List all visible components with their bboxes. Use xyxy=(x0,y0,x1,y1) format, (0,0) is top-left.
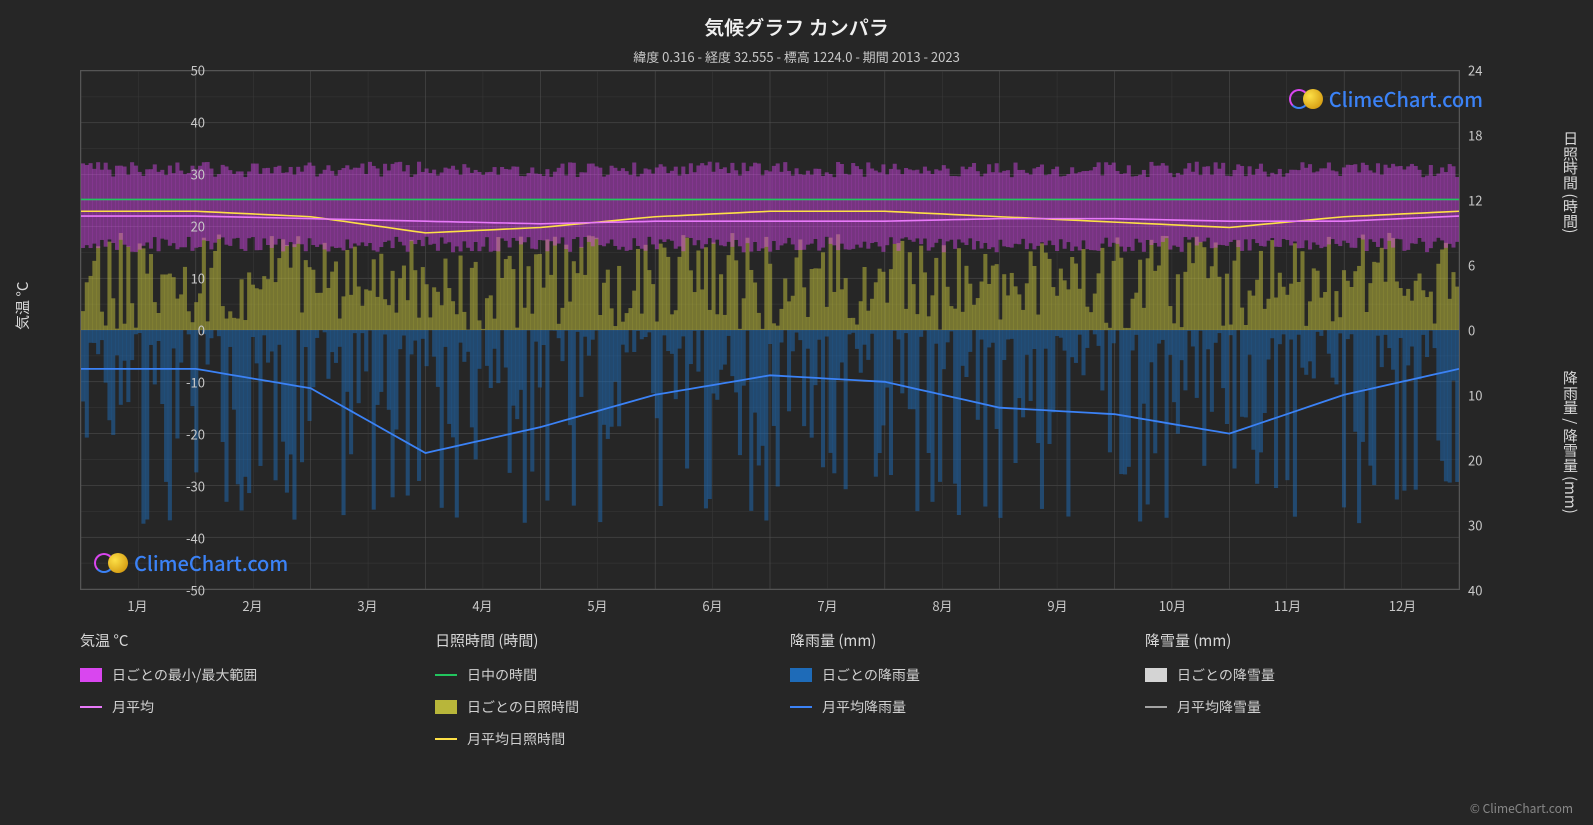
legend-item: 月平均降雪量 xyxy=(1145,697,1460,717)
x-tick-month: 12月 xyxy=(1389,596,1416,615)
legend-label: 日ごとの日照時間 xyxy=(467,697,579,717)
legend-swatch xyxy=(790,706,812,708)
plot-area xyxy=(80,70,1460,590)
legend-swatch xyxy=(1145,668,1167,682)
legend-item: 月平均降雨量 xyxy=(790,697,1105,717)
y-tick-right: 0 xyxy=(1468,321,1508,340)
x-tick-month: 6月 xyxy=(702,596,722,615)
x-tick-month: 2月 xyxy=(242,596,262,615)
legend-label: 日ごとの最小/最大範囲 xyxy=(112,665,257,685)
y-tick-left: 10 xyxy=(165,269,205,288)
y-tick-right: 12 xyxy=(1468,191,1508,210)
legend-item: 日ごとの最小/最大範囲 xyxy=(80,665,395,685)
y-tick-left: 0 xyxy=(165,321,205,340)
legend: 気温 °C 日ごとの最小/最大範囲月平均 日照時間 (時間) 日中の時間日ごとの… xyxy=(80,630,1460,761)
legend-title: 降雪量 (mm) xyxy=(1145,630,1460,651)
y-tick-left: 40 xyxy=(165,113,205,132)
y-axis-right-label-bottom: 降雨量 / 降雪量 (mm) xyxy=(1560,370,1581,514)
y-tick-left: -40 xyxy=(165,529,205,548)
legend-swatch xyxy=(435,674,457,676)
legend-col-snow: 降雪量 (mm) 日ごとの降雪量月平均降雪量 xyxy=(1145,630,1460,761)
y-tick-left: 50 xyxy=(165,61,205,80)
legend-swatch xyxy=(80,706,102,708)
y-tick-right: 20 xyxy=(1468,451,1508,470)
watermark-bottom-left: ClimeChart.com xyxy=(94,548,288,577)
watermark-top-right: ClimeChart.com xyxy=(1289,84,1483,113)
legend-item: 日ごとの降雨量 xyxy=(790,665,1105,685)
legend-label: 月平均降雪量 xyxy=(1177,697,1261,717)
climechart-logo-icon xyxy=(94,551,128,575)
x-tick-month: 7月 xyxy=(817,596,837,615)
y-axis-right-label-top: 日照時間 (時間) xyxy=(1560,130,1581,234)
y-tick-left: 30 xyxy=(165,165,205,184)
legend-label: 月平均降雨量 xyxy=(822,697,906,717)
x-tick-month: 3月 xyxy=(357,596,377,615)
x-tick-month: 8月 xyxy=(932,596,952,615)
watermark-text: ClimeChart.com xyxy=(134,548,288,577)
y-tick-right: 24 xyxy=(1468,61,1508,80)
legend-col-temperature: 気温 °C 日ごとの最小/最大範囲月平均 xyxy=(80,630,395,761)
y-tick-left: -50 xyxy=(165,581,205,600)
legend-item: 月平均日照時間 xyxy=(435,729,750,749)
legend-col-daylight: 日照時間 (時間) 日中の時間日ごとの日照時間月平均日照時間 xyxy=(435,630,750,761)
legend-swatch xyxy=(790,668,812,682)
x-tick-month: 5月 xyxy=(587,596,607,615)
legend-title: 日照時間 (時間) xyxy=(435,630,750,651)
y-tick-left: -30 xyxy=(165,477,205,496)
x-tick-month: 4月 xyxy=(472,596,492,615)
y-tick-right: 6 xyxy=(1468,256,1508,275)
y-tick-left: -20 xyxy=(165,425,205,444)
legend-title: 気温 °C xyxy=(80,630,395,651)
legend-item: 月平均 xyxy=(80,697,395,717)
legend-swatch xyxy=(435,738,457,740)
legend-item: 日中の時間 xyxy=(435,665,750,685)
y-tick-right: 40 xyxy=(1468,581,1508,600)
legend-item: 日ごとの日照時間 xyxy=(435,697,750,717)
legend-label: 日ごとの降雪量 xyxy=(1177,665,1275,685)
legend-title: 降雨量 (mm) xyxy=(790,630,1105,651)
legend-swatch xyxy=(80,668,102,682)
legend-label: 日ごとの降雨量 xyxy=(822,665,920,685)
x-tick-month: 10月 xyxy=(1159,596,1186,615)
attribution: © ClimeChart.com xyxy=(1470,800,1573,817)
y-tick-right: 30 xyxy=(1468,516,1508,535)
y-axis-left-label: 気温 °C xyxy=(12,282,33,330)
watermark-text: ClimeChart.com xyxy=(1329,84,1483,113)
x-tick-month: 9月 xyxy=(1047,596,1067,615)
climechart-logo-icon xyxy=(1289,87,1323,111)
y-tick-left: -10 xyxy=(165,373,205,392)
legend-label: 月平均 xyxy=(112,697,154,717)
y-tick-right: 10 xyxy=(1468,386,1508,405)
chart-title: 気候グラフ カンパラ xyxy=(0,0,1593,41)
legend-label: 月平均日照時間 xyxy=(467,729,565,749)
legend-col-rain: 降雨量 (mm) 日ごとの降雨量月平均降雨量 xyxy=(790,630,1105,761)
chart-subtitle: 緯度 0.316 - 経度 32.555 - 標高 1224.0 - 期間 20… xyxy=(0,41,1593,66)
legend-swatch xyxy=(1145,706,1167,708)
y-tick-right: 18 xyxy=(1468,126,1508,145)
legend-item: 日ごとの降雪量 xyxy=(1145,665,1460,685)
legend-label: 日中の時間 xyxy=(467,665,537,685)
x-tick-month: 1月 xyxy=(127,596,147,615)
x-tick-month: 11月 xyxy=(1274,596,1301,615)
y-tick-left: 20 xyxy=(165,217,205,236)
climate-chart: 気候グラフ カンパラ 緯度 0.316 - 経度 32.555 - 標高 122… xyxy=(0,0,1593,825)
legend-swatch xyxy=(435,700,457,714)
